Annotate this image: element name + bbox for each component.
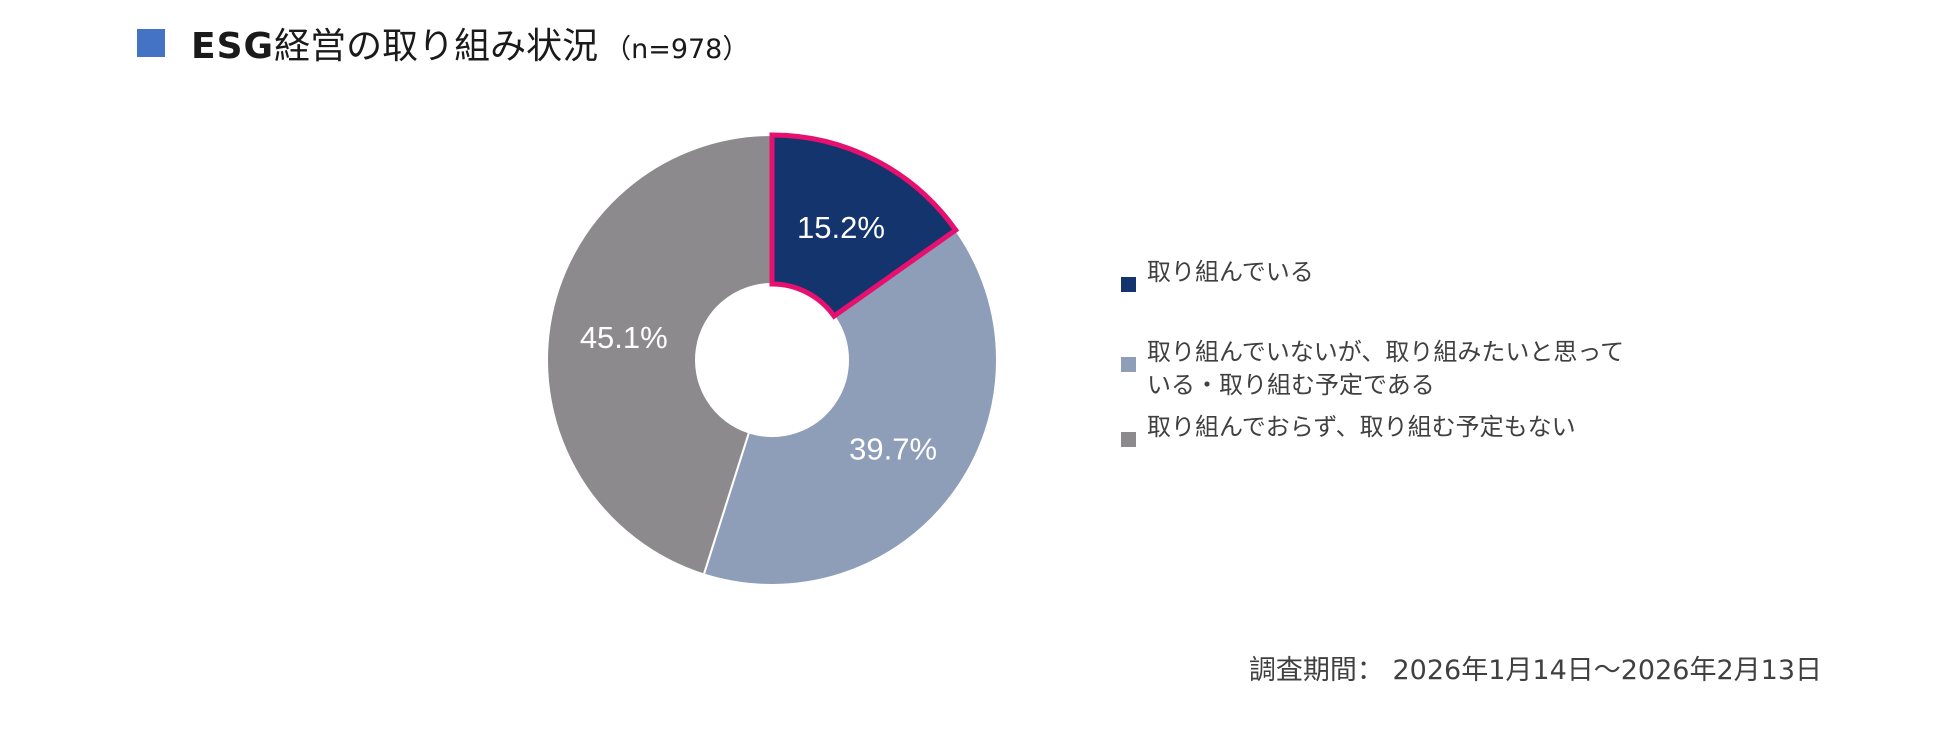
survey-period: 調査期間： 2026年1月14日～2026年2月13日 — [1248, 655, 1822, 686]
donut-slice-not-planned — [546, 133, 773, 576]
legend-item-planned: 取り組んでいないが、取り組みたいと思って いる・取り組む予定である — [1121, 336, 1747, 402]
donut-slice-planned — [702, 228, 998, 586]
legend-swatch-planned — [1121, 357, 1136, 372]
slice-label-not-planned: 45.1% — [580, 320, 668, 355]
sample-size: （n=978） — [604, 34, 750, 65]
title-marker-square — [137, 29, 165, 57]
chart-header: ESG経営の取り組み状況 （n=978） — [137, 18, 749, 68]
title-main: 経営の取り組み状況 — [274, 26, 599, 67]
legend-item-not-planned: 取り組んでおらず、取り組む予定もない — [1121, 411, 1741, 447]
chart-title: ESG経営の取り組み状況 （n=978） — [191, 17, 749, 69]
title-esg: ESG — [191, 26, 275, 67]
legend-label-planned-line2: いる・取り組む予定である — [1147, 371, 1435, 399]
legend-label-not-planned: 取り組んでおらず、取り組む予定もない — [1147, 413, 1576, 441]
legend-label-planned-line1: 取り組んでいないが、取り組みたいと思って — [1147, 338, 1625, 366]
legend-swatch-implemented — [1121, 277, 1136, 292]
highlight-outline — [769, 132, 960, 320]
slice-label-planned: 39.7% — [849, 432, 937, 467]
slice-label-implemented: 15.2% — [797, 210, 885, 245]
legend-item-implemented: 取り組んでいる — [1121, 256, 1741, 292]
chart-legend: 取り組んでいる 取り組んでいないが、取り組みたいと思って いる・取り組む予定であ… — [1121, 256, 1741, 472]
legend-swatch-not-planned — [1121, 432, 1136, 447]
legend-label-implemented: 取り組んでいる — [1147, 258, 1314, 286]
